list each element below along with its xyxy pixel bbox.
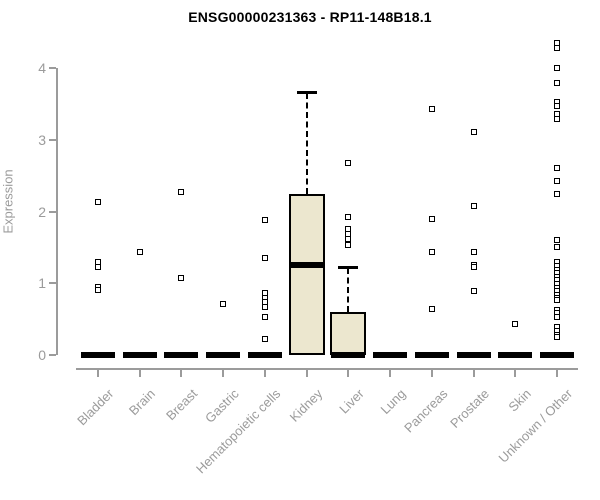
median-line xyxy=(289,262,324,269)
x-tick-mark xyxy=(430,368,433,377)
outlier-point xyxy=(553,237,560,244)
outlier-point xyxy=(345,214,352,221)
median-line xyxy=(81,352,115,358)
x-tick-label: Liver xyxy=(336,386,367,417)
x-tick-mark xyxy=(347,368,350,377)
outlier-point xyxy=(178,189,185,196)
x-tick-mark xyxy=(389,368,392,377)
outlier-point xyxy=(553,191,560,198)
outlier-point xyxy=(95,199,101,206)
outlier-point xyxy=(553,313,560,320)
outlier-point xyxy=(428,306,435,313)
outlier-point xyxy=(345,242,352,249)
outlier-point xyxy=(261,217,268,224)
y-tick-label: 1 xyxy=(38,275,46,292)
outlier-point xyxy=(553,65,560,71)
outlier-point xyxy=(261,336,268,343)
outlier-point xyxy=(261,313,268,320)
box xyxy=(330,311,367,355)
x-tick-label: Gastric xyxy=(202,386,242,426)
whisker xyxy=(305,93,308,194)
outlier-point xyxy=(470,288,477,295)
outlier-point xyxy=(553,115,560,122)
outlier-point xyxy=(428,216,435,223)
whisker-cap xyxy=(296,91,317,95)
y-axis-line xyxy=(56,68,58,355)
outlier-point xyxy=(553,164,560,171)
x-tick-mark xyxy=(180,368,183,377)
outlier-point xyxy=(512,321,519,328)
x-tick-mark xyxy=(222,368,225,377)
box xyxy=(288,193,325,355)
median-line xyxy=(456,352,491,358)
outlier-point xyxy=(345,160,352,167)
outlier-point xyxy=(136,248,143,255)
y-tick-label: 3 xyxy=(38,131,46,148)
x-tick-label: Skin xyxy=(505,386,534,415)
x-tick-mark xyxy=(514,368,517,377)
chart-title: ENSG00000231363 - RP11-148B18.1 xyxy=(188,9,432,25)
x-tick-label: Prostate xyxy=(447,386,493,431)
x-tick-mark xyxy=(555,368,558,377)
y-tick-mark xyxy=(49,282,56,285)
y-tick-label: 4 xyxy=(38,60,46,76)
x-tick-label: Pancreas xyxy=(400,386,451,436)
x-tick-mark xyxy=(305,368,308,377)
x-tick-mark xyxy=(263,368,266,377)
median-line xyxy=(498,352,533,358)
x-tick-label: Breast xyxy=(162,386,201,424)
outlier-point xyxy=(470,264,477,271)
outlier-point xyxy=(553,243,560,250)
outlier-point xyxy=(553,177,560,184)
outlier-point xyxy=(470,248,477,255)
outlier-point xyxy=(261,255,268,262)
outlier-point xyxy=(470,128,477,135)
x-tick-label: Bladder xyxy=(74,386,117,429)
x-tick-label: Unknown / Other xyxy=(496,386,576,466)
median-line xyxy=(122,352,157,358)
x-tick-mark xyxy=(472,368,475,377)
median-line xyxy=(247,352,282,358)
y-axis-label: Expression xyxy=(0,169,16,234)
median-line xyxy=(414,352,449,358)
outlier-point xyxy=(178,275,185,282)
outlier-point xyxy=(220,301,227,308)
y-tick-label: 2 xyxy=(38,203,46,220)
outlier-point xyxy=(470,203,477,210)
whisker-cap xyxy=(338,266,359,270)
outlier-point xyxy=(428,248,435,255)
x-tick-label: Brain xyxy=(126,386,159,419)
y-tick-mark xyxy=(49,354,56,356)
x-axis-line xyxy=(76,368,578,370)
x-tick-mark xyxy=(138,368,141,377)
outlier-point xyxy=(553,103,560,110)
y-tick-mark xyxy=(49,210,56,213)
median-line xyxy=(373,352,408,358)
whisker xyxy=(347,268,350,312)
outlier-point xyxy=(345,236,352,243)
median-line xyxy=(331,352,366,358)
outlier-point xyxy=(261,303,268,310)
x-tick-label: Lung xyxy=(377,386,409,418)
x-tick-mark xyxy=(97,368,99,377)
y-tick-mark xyxy=(49,67,56,69)
y-tick-mark xyxy=(49,138,56,141)
outlier-point xyxy=(553,297,560,304)
x-tick-label: Kidney xyxy=(286,386,326,425)
outlier-point xyxy=(553,44,560,51)
median-line xyxy=(539,352,574,358)
y-tick-label: 0 xyxy=(38,347,46,363)
outlier-point xyxy=(553,80,560,87)
median-line xyxy=(164,352,199,358)
outlier-point xyxy=(95,287,101,294)
outlier-point xyxy=(553,334,560,341)
outlier-point xyxy=(95,263,101,270)
outlier-point xyxy=(428,105,435,112)
median-line xyxy=(206,352,241,358)
